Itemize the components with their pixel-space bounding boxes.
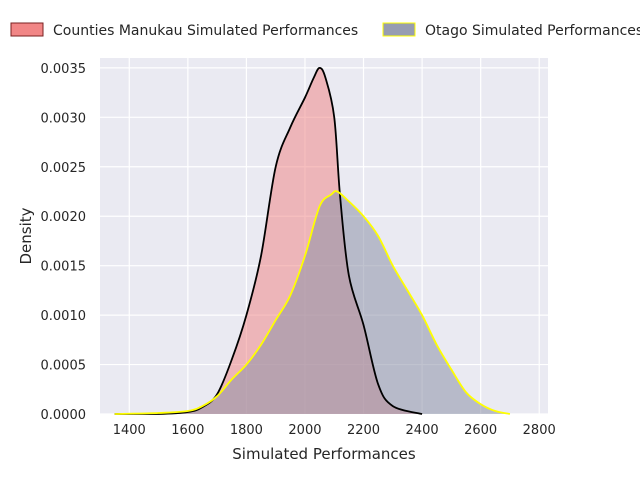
legend-swatch-otago (382, 22, 416, 37)
legend: Counties Manukau Simulated Performances … (10, 22, 640, 39)
x-tick-label: 2200 (347, 423, 380, 438)
legend-swatch-counties-manukau (10, 22, 44, 37)
y-tick-label: 0.0035 (41, 62, 87, 77)
y-tick-label: 0.0015 (41, 260, 87, 275)
y-tick-label: 0.0000 (41, 408, 87, 423)
area-otago (114, 191, 510, 414)
x-tick-label: 2000 (288, 423, 321, 438)
density-areas (114, 66, 511, 415)
x-tick-labels: 1400 1600 1800 2000 2200 2400 2600 2800 (113, 423, 556, 438)
y-tick-label: 0.0005 (41, 359, 87, 374)
x-tick-label: 1600 (171, 423, 204, 438)
y-tick-label: 0.0010 (41, 309, 87, 324)
x-tick-label: 2600 (464, 423, 497, 438)
legend-label-otago: Otago Simulated Performances (425, 23, 640, 39)
y-tick-label: 0.0030 (41, 111, 87, 126)
x-tick-label: 1400 (113, 423, 146, 438)
x-tick-label: 2400 (406, 423, 439, 438)
x-tick-label: 1800 (230, 423, 263, 438)
x-tick-label: 2800 (523, 423, 556, 438)
y-tick-labels: 0.0000 0.0005 0.0010 0.0015 0.0020 0.0025 0.00… (41, 62, 87, 423)
y-tick-label: 0.0025 (41, 161, 87, 176)
legend-label-counties-manukau: Counties Manukau Simulated Performances (53, 23, 358, 39)
y-tick-label: 0.0020 (41, 210, 87, 225)
line-otago (114, 190, 511, 415)
x-axis-label: Simulated Performances (232, 445, 416, 463)
y-axis-label: Density (17, 207, 35, 264)
